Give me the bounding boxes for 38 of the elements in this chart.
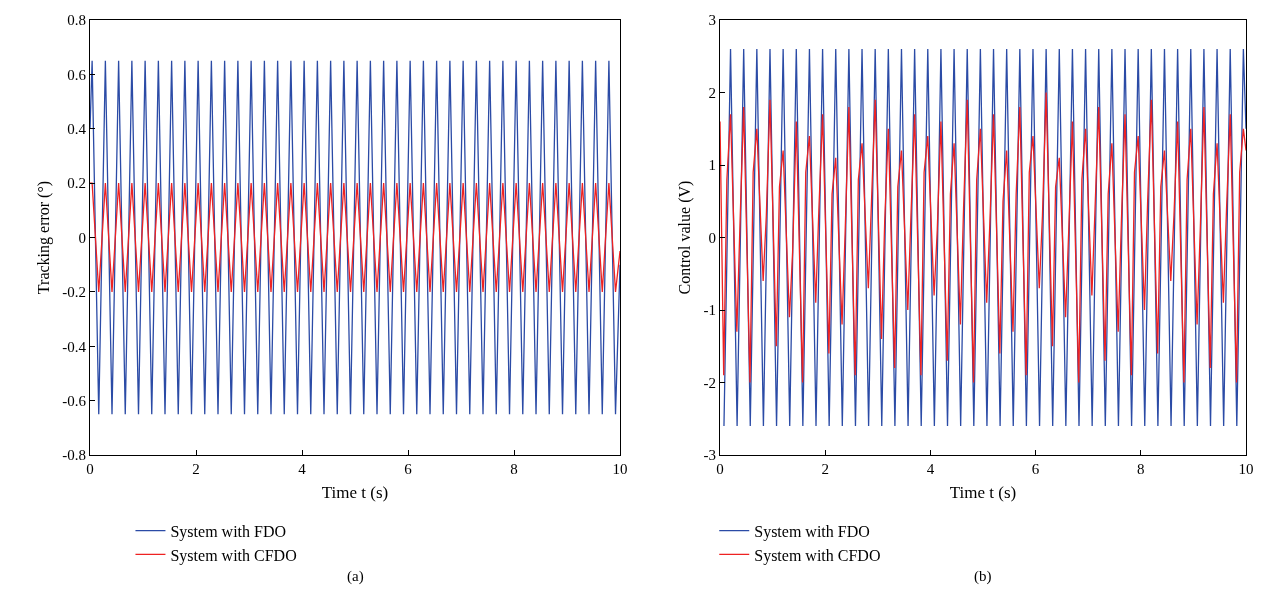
x-tick-label: 8 bbox=[1137, 461, 1145, 477]
x-tick-label: 4 bbox=[926, 461, 935, 477]
y-tick-label: -0.2 bbox=[62, 284, 86, 301]
y-tick-label: -0.4 bbox=[62, 338, 87, 355]
legend-label: System with FDO bbox=[170, 522, 287, 541]
x-tick-label: 4 bbox=[298, 461, 307, 477]
y-tick-label: 1 bbox=[708, 157, 717, 174]
y-tick-label: 3 bbox=[708, 12, 717, 29]
x-tick-label: 6 bbox=[1031, 461, 1040, 477]
y-tick-label: -1 bbox=[703, 302, 717, 319]
x-axis-title: Time t (s) bbox=[321, 483, 389, 503]
x-tick-label: 8 bbox=[510, 461, 518, 477]
x-tick-label: 2 bbox=[821, 461, 829, 477]
y-tick-label: 0 bbox=[708, 229, 717, 246]
text: (a) bbox=[347, 568, 364, 585]
y-tick-label: 0 bbox=[78, 229, 86, 246]
y-axis-title: Control value (V) bbox=[676, 180, 695, 295]
y-tick-label: -2 bbox=[703, 374, 717, 391]
line-series bbox=[90, 60, 621, 415]
legend-label: System with CFDO bbox=[754, 546, 881, 565]
y-tick-label: 0.8 bbox=[67, 12, 86, 29]
line-series bbox=[720, 91, 1246, 384]
legend-label: System with CFDO bbox=[170, 546, 297, 565]
x-tick-label: 6 bbox=[404, 461, 413, 477]
y-tick-label: -0.8 bbox=[62, 447, 86, 464]
y-tick-label: 0.2 bbox=[67, 175, 86, 192]
y-axis-title: Tracking error (°) bbox=[35, 180, 54, 295]
y-tick-label: 0.4 bbox=[67, 121, 87, 137]
legend-label: System with FDO bbox=[754, 522, 870, 541]
text: (b) bbox=[974, 568, 992, 585]
x-tick-label: 10 bbox=[1238, 461, 1254, 477]
x-tick-label: 2 bbox=[192, 461, 200, 477]
y-tick-label: 0.6 bbox=[67, 66, 87, 83]
x-axis-title: Time t (s) bbox=[949, 483, 1017, 503]
y-tick-label: 2 bbox=[708, 84, 717, 101]
x-tick-label: 10 bbox=[612, 461, 628, 477]
y-tick-label: -3 bbox=[703, 447, 717, 464]
y-tick-label: -0.6 bbox=[62, 392, 87, 409]
